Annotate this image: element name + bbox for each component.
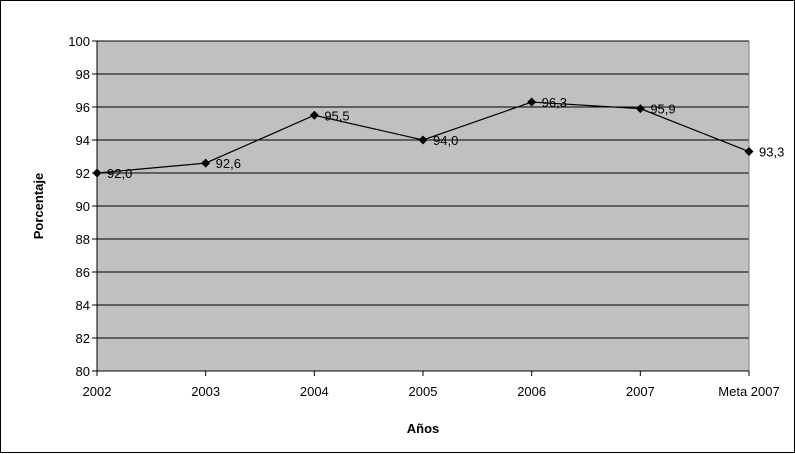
y-tick-label: 96 xyxy=(76,100,90,115)
series-line xyxy=(92,97,754,178)
data-point-marker xyxy=(309,110,319,120)
y-tick-label: 94 xyxy=(76,133,90,148)
data-point-marker xyxy=(92,168,102,178)
data-point-marker xyxy=(527,97,537,107)
data-label: 94,0 xyxy=(433,133,458,148)
data-point-marker xyxy=(201,158,211,168)
data-label: 92,0 xyxy=(107,166,132,181)
data-point-marker xyxy=(744,147,754,157)
y-tick-label: 82 xyxy=(76,331,90,346)
y-tick-label: 88 xyxy=(76,232,90,247)
y-tick-label: 86 xyxy=(76,265,90,280)
y-tick-label: 80 xyxy=(76,364,90,379)
x-tick-label: 2006 xyxy=(517,384,546,399)
y-tick-label: 84 xyxy=(76,298,90,313)
y-tick-labels: 80 82 84 86 88 90 92 94 96 98 100 xyxy=(68,34,90,379)
x-tick-label: 2005 xyxy=(409,384,438,399)
y-tick-label: 100 xyxy=(68,34,90,49)
x-tick-label: 2004 xyxy=(300,384,329,399)
data-label: 95,9 xyxy=(650,102,675,117)
x-tick-label: 2002 xyxy=(83,384,112,399)
data-point-marker xyxy=(635,104,645,114)
x-tick-labels: 2002 2003 2004 2005 2006 2007 Meta 2007 xyxy=(83,371,780,399)
y-axis-title: Porcentaje xyxy=(31,173,46,239)
data-label: 92,6 xyxy=(216,156,241,171)
x-tick-label: 2003 xyxy=(191,384,220,399)
data-label: 95,5 xyxy=(324,108,349,123)
data-label: 96,3 xyxy=(542,95,567,110)
y-tick-label: 90 xyxy=(76,199,90,214)
y-tick-label: 98 xyxy=(76,67,90,82)
x-tick-label: 2007 xyxy=(626,384,655,399)
y-tick-label: 92 xyxy=(76,166,90,181)
x-axis-title: Años xyxy=(407,421,440,436)
data-labels: 92,0 92,6 95,5 94,0 96,3 95,9 93,3 xyxy=(107,95,784,181)
x-tick-label: Meta 2007 xyxy=(718,384,779,399)
data-point-marker xyxy=(418,135,428,145)
data-label: 93,3 xyxy=(759,145,784,160)
